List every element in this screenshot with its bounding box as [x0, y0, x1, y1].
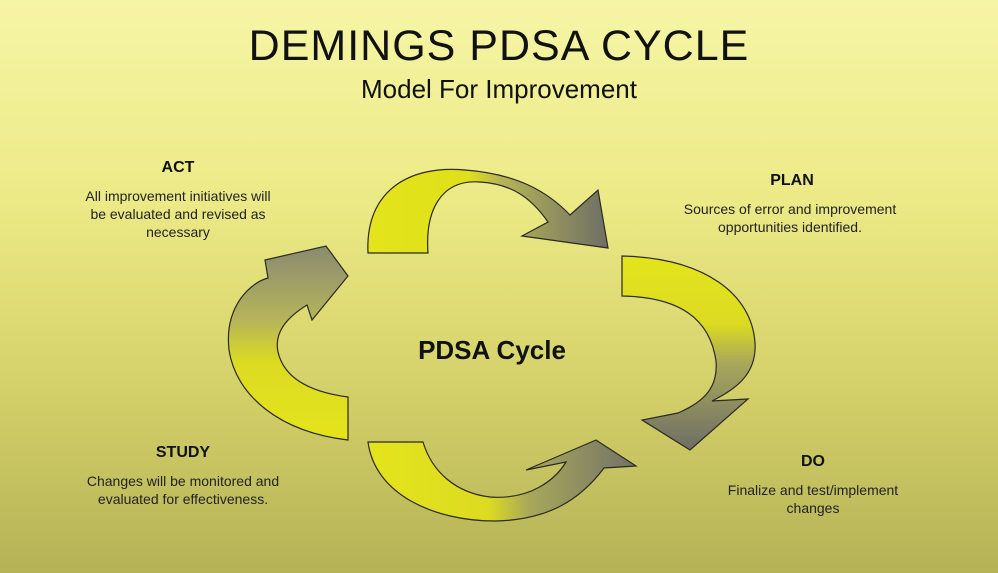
cycle-arrow-right	[621, 255, 756, 451]
cycle-arrow-bottom	[367, 439, 638, 522]
slide-title: DEMINGS PDSA CYCLE	[248, 22, 750, 70]
study-heading: STUDY	[155, 444, 211, 461]
plan-line-1: Sources of error and improvement	[683, 201, 897, 217]
slide-subtitle: Model For Improvement	[361, 74, 637, 104]
study-line-1: Changes will be monitored and	[86, 473, 280, 489]
plan-line-2: opportunities identified.	[718, 219, 862, 235]
act-line-1: All improvement initiatives will	[85, 188, 271, 204]
act-line-3: necessary	[146, 224, 210, 240]
act-line-2: be evaluated and revised as	[90, 206, 266, 222]
do-description: Finalize and test/implement changes	[668, 481, 958, 517]
act-description: All improvement initiatives will be eval…	[28, 187, 328, 241]
cycle-center-label: PDSA Cycle	[418, 335, 566, 365]
plan-heading: PLAN	[770, 172, 814, 189]
study-line-2: evaluated for effectiveness.	[97, 491, 269, 507]
cycle-arrow-left	[227, 245, 349, 441]
do-heading: DO	[801, 453, 825, 470]
act-heading: ACT	[161, 159, 195, 176]
study-description: Changes will be monitored and evaluated …	[28, 472, 338, 508]
do-line-1: Finalize and test/implement	[727, 482, 899, 498]
plan-description: Sources of error and improvement opportu…	[630, 200, 950, 236]
do-line-2: changes	[786, 500, 840, 516]
cycle-arrow-top	[367, 168, 609, 254]
